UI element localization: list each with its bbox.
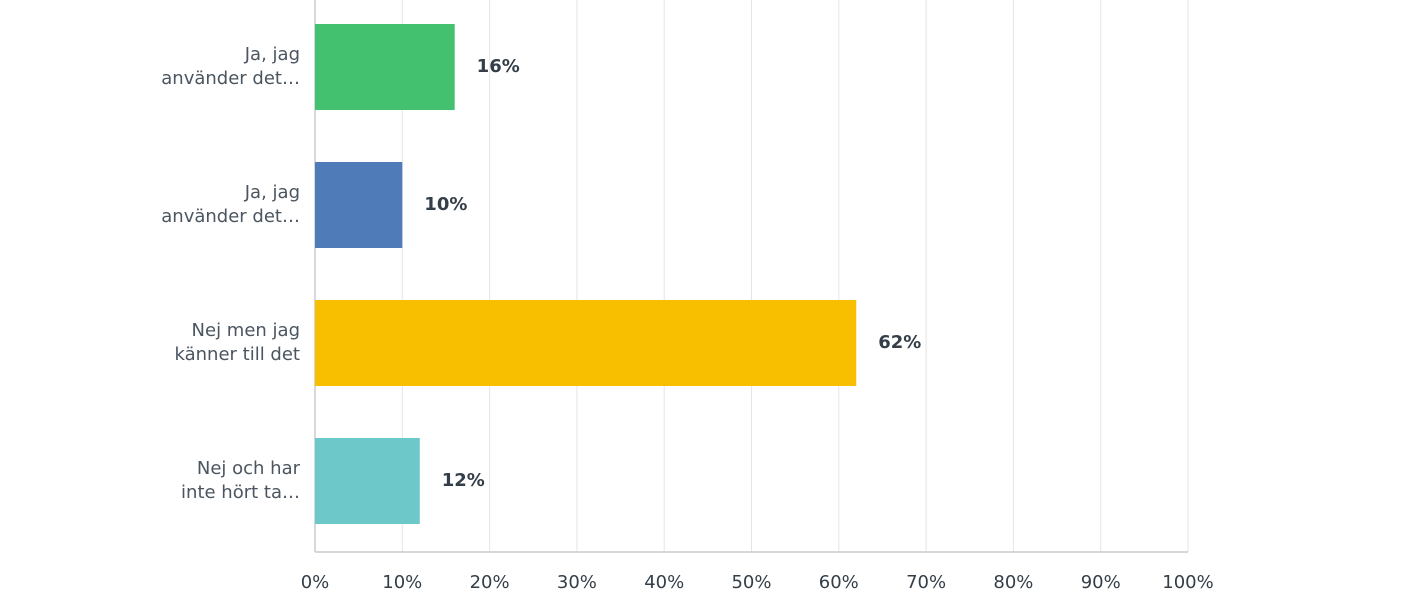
y-tick-label: Nej och har inte hört ta… bbox=[181, 458, 300, 503]
x-tick-label: 80% bbox=[993, 572, 1033, 593]
y-tick-label: Nej men jag känner till det bbox=[174, 320, 301, 365]
x-tick-label: 70% bbox=[906, 572, 946, 593]
x-tick-label: 30% bbox=[557, 572, 597, 593]
y-tick-label: Ja, jag använder det… bbox=[161, 182, 300, 227]
x-tick-label: 20% bbox=[470, 572, 510, 593]
value-label: 10% bbox=[424, 194, 467, 215]
x-tick-label: 40% bbox=[644, 572, 684, 593]
value-label: 16% bbox=[477, 56, 520, 77]
value-label: 62% bbox=[878, 332, 921, 353]
x-tick-label: 100% bbox=[1162, 572, 1213, 593]
bar bbox=[315, 300, 857, 386]
bar bbox=[315, 162, 403, 248]
value-label: 12% bbox=[442, 470, 485, 491]
x-tick-label: 50% bbox=[731, 572, 771, 593]
y-tick-label: Ja, jag använder det… bbox=[161, 44, 300, 89]
x-tick-label: 0% bbox=[301, 572, 330, 593]
x-tick-label: 60% bbox=[819, 572, 859, 593]
x-tick-label: 90% bbox=[1081, 572, 1121, 593]
bar bbox=[315, 438, 420, 524]
bar bbox=[315, 24, 455, 110]
x-tick-label: 10% bbox=[382, 572, 422, 593]
